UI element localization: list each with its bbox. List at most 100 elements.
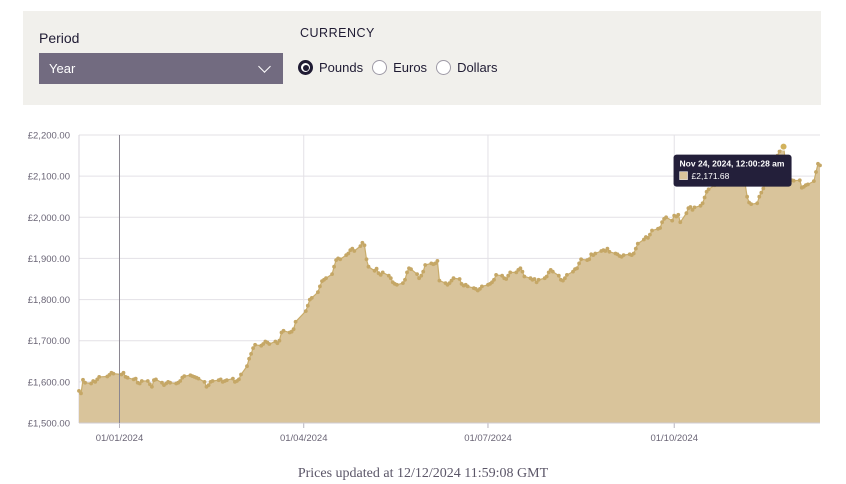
price-point: [358, 244, 363, 248]
price-point: [457, 277, 462, 281]
chevron-down-icon: [258, 59, 271, 73]
price-point: [231, 376, 235, 381]
price-point: [139, 379, 144, 383]
price-point: [403, 277, 407, 282]
currency-radio-dollars[interactable]: Dollars: [436, 60, 498, 75]
price-point: [277, 338, 282, 343]
price-point: [791, 178, 796, 183]
price-point: [700, 201, 705, 206]
tooltip-value: £2,171.68: [692, 171, 730, 181]
price-point: [419, 273, 424, 278]
price-point: [395, 282, 399, 287]
price-point: [565, 273, 569, 277]
price-point: [409, 267, 413, 271]
price-point: [480, 284, 484, 289]
price-point: [364, 257, 369, 262]
price-point: [437, 278, 442, 283]
price-point: [605, 246, 610, 251]
price-point: [550, 269, 555, 274]
prices-updated-note: Prices updated at 12/12/2024 11:59:08 GM…: [297, 466, 549, 481]
y-tick-label: £1,500.00: [28, 419, 70, 430]
price-point: [635, 241, 640, 246]
price-point: [504, 277, 509, 281]
price-point: [145, 379, 150, 383]
price-point: [81, 377, 85, 382]
price-point: [698, 203, 703, 208]
price-point: [237, 377, 241, 382]
currency-radio-label: Pounds: [319, 60, 364, 75]
y-tick-label: £1,600.00: [28, 377, 70, 388]
price-point: [423, 263, 428, 267]
price-point: [492, 277, 496, 282]
price-point: [182, 374, 187, 378]
currency-radio-label: Euros: [393, 60, 428, 75]
price-point: [621, 253, 626, 257]
price-point: [137, 381, 142, 386]
price-point: [648, 232, 652, 237]
price-point: [500, 273, 504, 278]
tooltip-swatch: [679, 171, 688, 180]
price-point: [330, 272, 334, 276]
price-point: [249, 352, 254, 356]
price-point: [89, 381, 93, 386]
price-point: [688, 205, 693, 209]
price-point: [380, 270, 385, 275]
price-point: [121, 370, 126, 375]
price-point: [435, 259, 440, 263]
price-point: [451, 276, 456, 281]
price-point: [405, 270, 409, 275]
price-point: [818, 163, 822, 168]
price-point: [374, 266, 379, 271]
x-tick-label: 01/04/2024: [280, 433, 328, 444]
currency-radio-euros[interactable]: Euros: [372, 60, 427, 75]
price-point: [812, 179, 816, 183]
price-point: [658, 226, 662, 230]
y-tick-label: £1,900.00: [28, 254, 70, 265]
price-point: [239, 372, 243, 377]
price-point: [806, 182, 810, 187]
period-select[interactable]: Year: [39, 53, 283, 84]
price-point: [196, 376, 201, 381]
currency-radio-group: Pounds Euros Dollars: [298, 60, 507, 75]
price-point: [178, 379, 183, 383]
price-point: [607, 249, 612, 254]
price-point: [593, 251, 598, 256]
price-point: [676, 212, 681, 217]
price-chart[interactable]: £1,500.00 £1,600.00 £1,700.00 £1,800.00 £1,9…: [0, 120, 846, 460]
currency-label: CURRENCY: [300, 26, 375, 40]
price-point: [465, 284, 470, 289]
price-point: [245, 364, 249, 369]
price-point: [761, 186, 766, 191]
price-point: [305, 303, 310, 308]
price-point: [362, 243, 367, 248]
price-point: [506, 273, 511, 278]
price-point: [338, 257, 343, 262]
price-point: [421, 269, 426, 274]
price-point: [556, 273, 561, 278]
price-point: [346, 251, 351, 256]
price-point: [650, 228, 654, 233]
price-point: [360, 240, 365, 245]
filter-panel: Period Year CURRENCY Pounds Euros Dollar…: [23, 11, 821, 105]
price-point: [579, 257, 583, 262]
radio-circle-icon: [372, 60, 388, 75]
tooltip-box: [673, 154, 792, 187]
x-tick-label: 01/07/2024: [464, 433, 512, 444]
price-point: [168, 380, 173, 385]
price-point: [749, 202, 754, 206]
price-point: [83, 380, 87, 385]
price-point: [706, 187, 711, 192]
price-point: [759, 190, 764, 195]
period-select-value: Year: [49, 61, 76, 76]
price-point: [631, 251, 636, 256]
price-point: [150, 384, 154, 389]
y-tick-label: £2,100.00: [28, 172, 70, 183]
currency-radio-label: Dollars: [457, 60, 498, 75]
price-point: [291, 327, 296, 332]
price-point: [536, 277, 541, 282]
price-point: [664, 215, 668, 220]
currency-radio-pounds[interactable]: Pounds: [298, 60, 363, 75]
price-point: [670, 218, 675, 223]
tooltip-title: Nov 24, 2024, 12:00:28 am: [680, 159, 785, 169]
price-point: [247, 356, 252, 361]
